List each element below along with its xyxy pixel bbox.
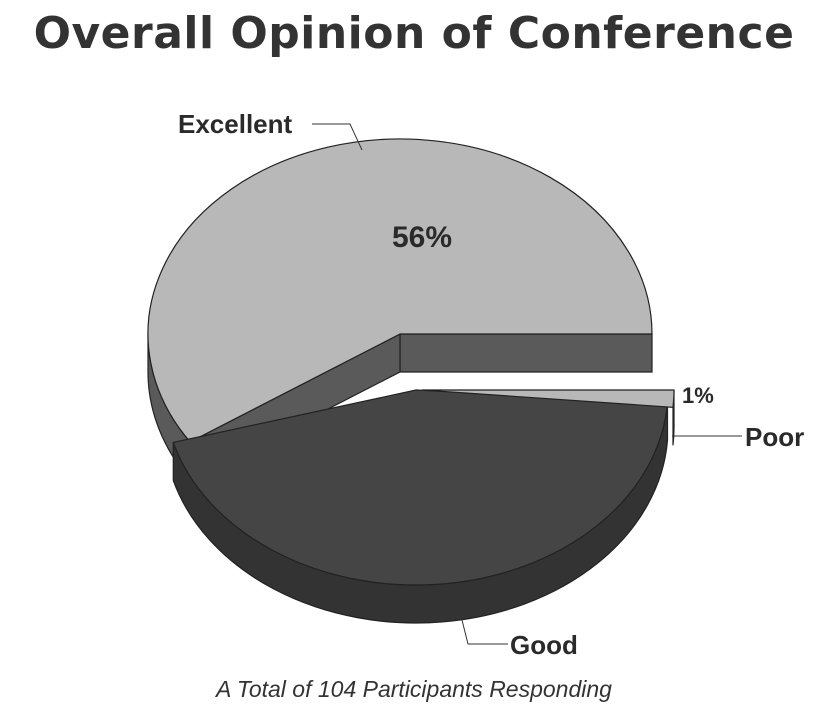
slice-wall-excellent-east <box>399 333 653 373</box>
slice-good <box>172 389 669 586</box>
category-label-good: Good <box>510 630 578 660</box>
leader-excellent <box>312 123 363 151</box>
data-label-excellent: 56% <box>392 221 452 254</box>
chart-caption: A Total of 104 Participants Responding <box>216 676 612 702</box>
data-label-poor: 1% <box>682 383 714 408</box>
category-label-excellent: Excellent <box>178 109 293 139</box>
slice-poor <box>421 389 675 408</box>
category-label-poor: Poor <box>745 422 804 452</box>
leader-good <box>459 611 508 645</box>
slice-excellent <box>147 138 653 443</box>
pie-group: Excellent 56% Poor 1% Good <box>147 109 804 660</box>
chart-title: Overall Opinion of Conference <box>33 8 795 59</box>
